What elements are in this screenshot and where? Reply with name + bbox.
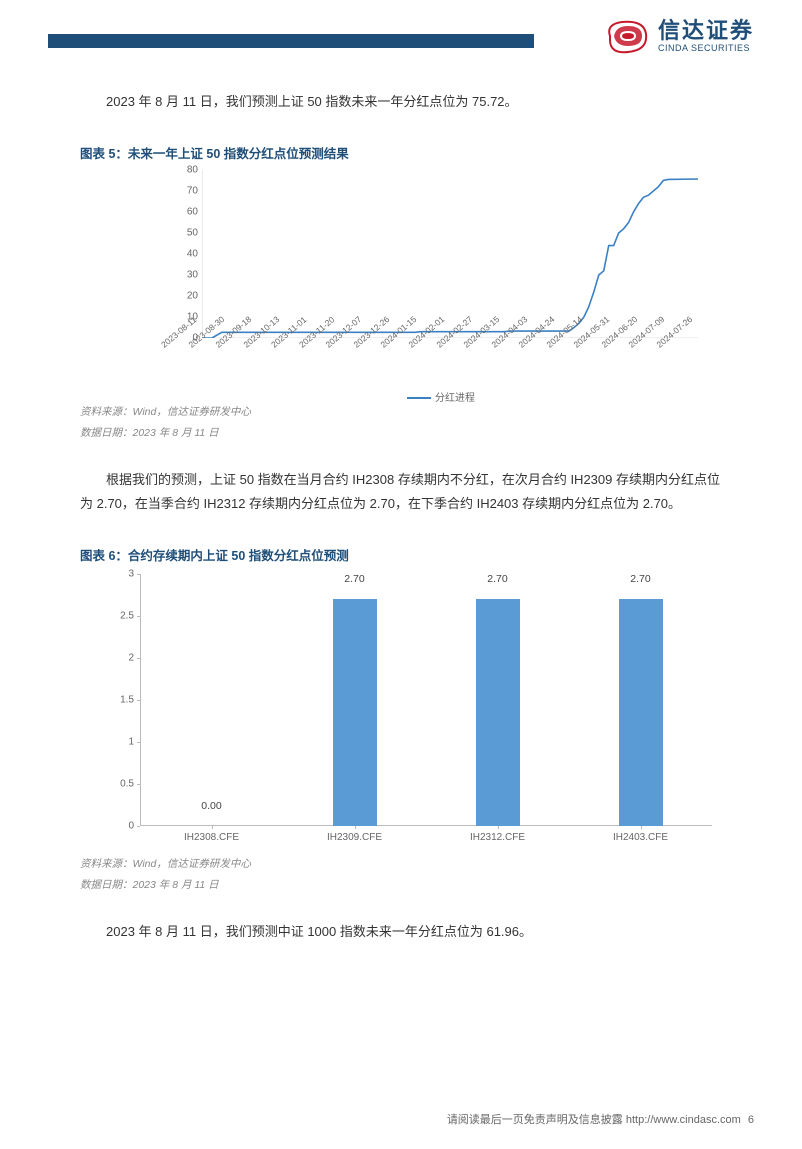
- page-header: 信达证券 CINDA SECURITIES: [48, 16, 754, 80]
- chart6: 0 0.5 1 1.5 2 2.5 3 0.00 IH2308.CFE 2.70 IH2309.CF…: [80, 570, 722, 850]
- footer-text: 请阅读最后一页免责声明及信息披露: [447, 1114, 623, 1126]
- footer-url: http://www.cindasc.com: [626, 1114, 741, 1126]
- chart6-bar: [476, 599, 520, 826]
- chart6-title: 图表 6：合约存续期内上证 50 指数分红点位预测: [80, 545, 722, 564]
- chart6-xlabel: IH2309.CFE: [327, 832, 382, 843]
- chart6-ytick: 0.5: [120, 779, 134, 790]
- chart5-ytick: 30: [187, 269, 198, 280]
- chart5-ytick: 50: [187, 227, 198, 238]
- chart5-ytick: 60: [187, 206, 198, 217]
- chart6-bar-label: 0.00: [201, 800, 221, 812]
- brand-name-cn: 信达证券: [658, 20, 754, 42]
- chart6-ytick: 1.5: [120, 695, 134, 706]
- brand-logo: 信达证券 CINDA SECURITIES: [602, 16, 754, 56]
- chart6-ytick: 3: [128, 569, 134, 580]
- swirl-icon: [602, 16, 650, 56]
- chart5-line: [202, 170, 698, 338]
- chart6-xlabel: IH2403.CFE: [613, 832, 668, 843]
- page-number: 6: [748, 1114, 754, 1126]
- paragraph-1: 2023 年 8 月 11 日，我们预测上证 50 指数未来一年分红点位为 75…: [80, 90, 722, 115]
- chart6-bar-label: 2.70: [630, 573, 650, 585]
- chart5-source: 资料来源：Wind，信达证券研发中心: [80, 404, 722, 419]
- chart6-yaxis: [140, 574, 141, 826]
- chart5-ytick: 40: [187, 248, 198, 259]
- chart6-ytick: 0: [128, 821, 134, 832]
- chart6-bar-label: 2.70: [487, 573, 507, 585]
- chart6-xlabel: IH2308.CFE: [184, 832, 239, 843]
- chart5-legend-label: 分红进程: [435, 393, 475, 404]
- chart5-date: 数据日期：2023 年 8 月 11 日: [80, 425, 722, 440]
- chart5-title: 图表 5：未来一年上证 50 指数分红点位预测结果: [80, 143, 722, 162]
- chart6-ytick: 2.5: [120, 611, 134, 622]
- chart5-ytick: 80: [187, 164, 198, 175]
- page-footer: 请阅读最后一页免责声明及信息披露 http://www.cindasc.com …: [447, 1111, 754, 1127]
- brand-name-en: CINDA SECURITIES: [658, 44, 754, 53]
- chart5-ytick: 70: [187, 185, 198, 196]
- chart5: 01020304050607080 2023-08-112023-08-3020…: [80, 168, 722, 398]
- chart6-ytick: 1: [128, 737, 134, 748]
- paragraph-3: 2023 年 8 月 11 日，我们预测中证 1000 指数未来一年分红点位为 …: [80, 920, 722, 945]
- chart6-bar-label: 2.70: [344, 573, 364, 585]
- chart6-xlabel: IH2312.CFE: [470, 832, 525, 843]
- paragraph-2: 根据我们的预测，上证 50 指数在当月合约 IH2308 存续期内不分红，在次月…: [80, 468, 722, 517]
- chart6-bar: [619, 599, 663, 826]
- chart5-legend: 分红进程: [180, 389, 702, 404]
- header-bar: [48, 34, 534, 48]
- legend-swatch: [407, 397, 431, 399]
- chart6-ytick: 2: [128, 653, 134, 664]
- chart5-ytick: 20: [187, 290, 198, 301]
- chart6-bar: [333, 599, 377, 826]
- chart6-date: 数据日期：2023 年 8 月 11 日: [80, 877, 722, 892]
- chart6-source: 资料来源：Wind，信达证券研发中心: [80, 856, 722, 871]
